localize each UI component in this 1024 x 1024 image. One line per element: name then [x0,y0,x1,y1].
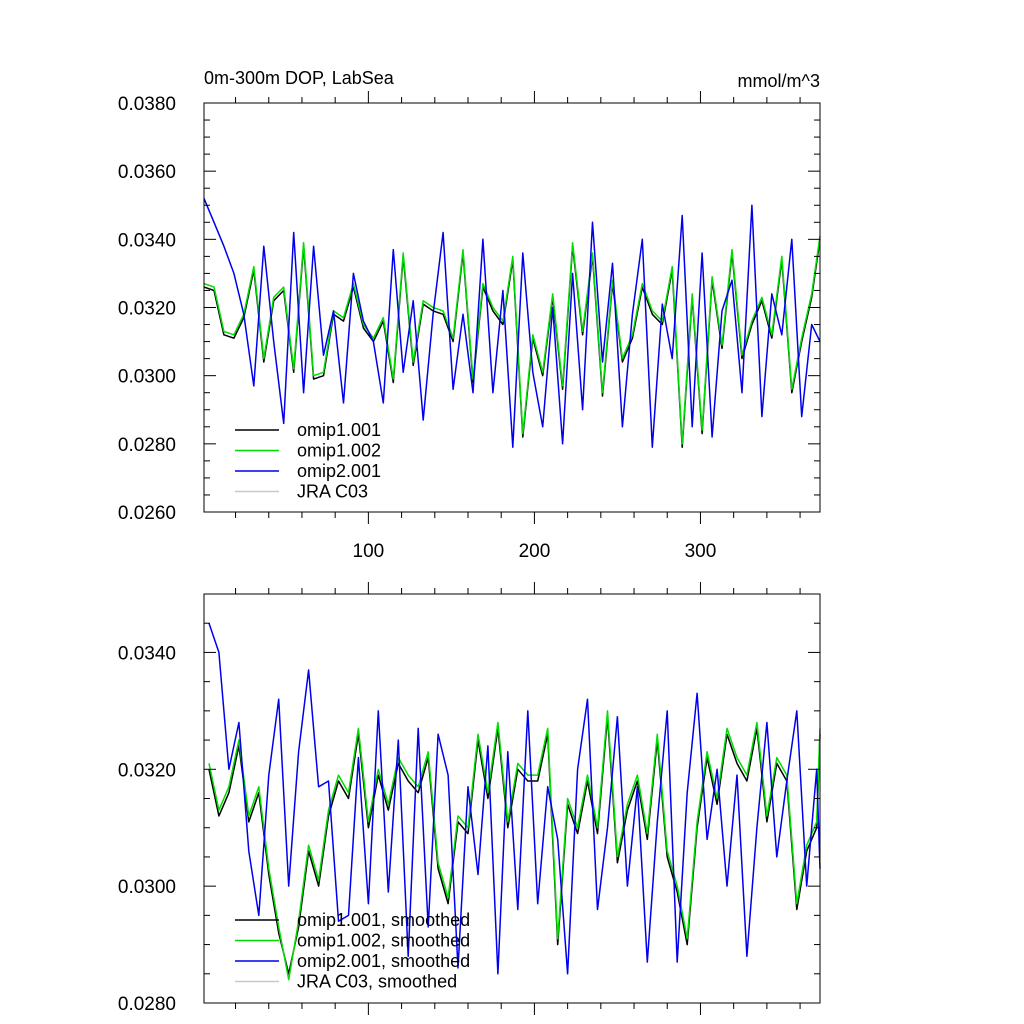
y-tick-label: 0.0340 [118,230,176,251]
y-tick-label: 0.0300 [118,877,176,898]
series-line-3 [203,198,821,448]
units-label: mmol/m^3 [738,71,820,91]
y-tick-label: 0.0380 [118,94,176,115]
series-line-2 [208,710,821,981]
series-line-3 [208,622,821,975]
legend-label-1: omip1.001, smoothed [297,910,470,930]
y-tick-label: 0.0300 [118,367,176,388]
top-plot-area: 0.0260 0.0280 0.0300 0.0320 0.0340 0.0360 0.03… [118,91,821,562]
legend-label-2: omip1.002, smoothed [297,931,470,951]
series-line-2 [203,235,821,445]
y-tick-label: 0.0280 [118,994,176,1015]
legend-label-1: omip1.001 [297,420,381,440]
y-tick-label: 0.0340 [118,643,176,664]
y-tick-label: 0.0280 [118,435,176,456]
panel-bottom: 0.0280 0.0300 0.0320 0.0340 omip1.001, smoo… [118,582,821,1015]
x-tick-label: 100 [353,541,385,562]
x-tick-label: 200 [519,541,551,562]
legend-label-3: omip2.001, smoothed [297,951,470,971]
y-tick-label: 0.0260 [118,503,176,524]
x-tick-label: 300 [685,541,717,562]
y-tick-label: 0.0320 [118,299,176,320]
chart-title: 0m-300m DOP, LabSea [204,68,395,88]
legend-label-4: JRA C03, smoothed [297,972,457,992]
y-tick-label: 0.0360 [118,162,176,183]
legend-label-3: omip2.001 [297,461,381,481]
panel-top: 0m-300m DOP, LabSea mmol/m^3 0.0260 0.028… [118,68,821,562]
legend-label-2: omip1.002 [297,441,381,461]
series-line-1 [208,715,821,975]
legend-label-4: JRA C03 [297,482,368,502]
y-tick-label: 0.0320 [118,760,176,781]
bottom-plot-area: 0.0280 0.0300 0.0320 0.0340 [118,582,821,1015]
